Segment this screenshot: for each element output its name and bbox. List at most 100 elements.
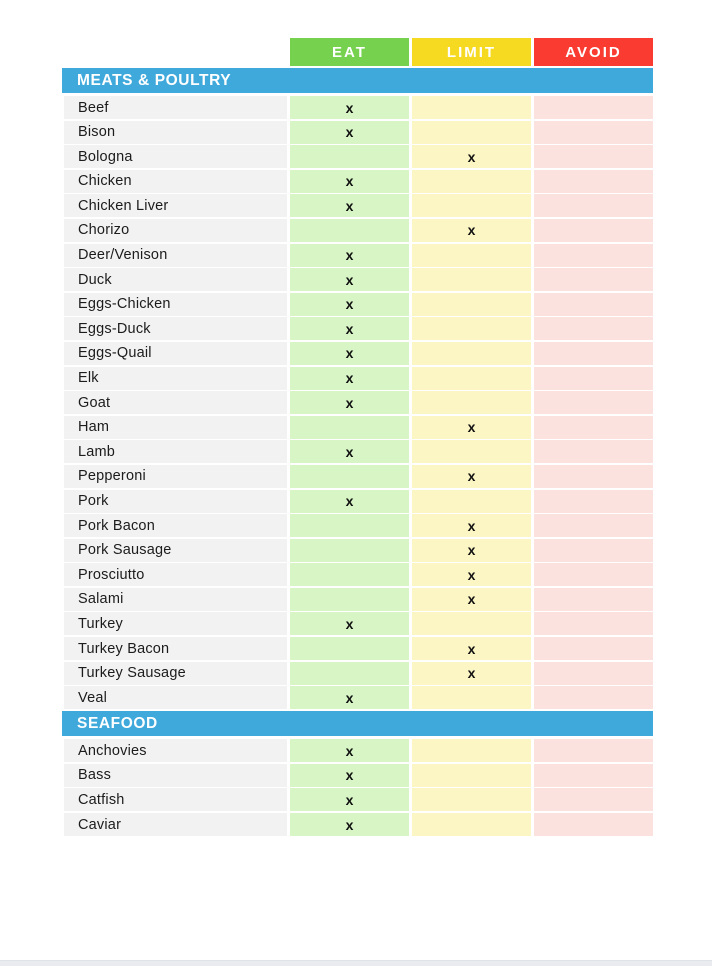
food-name-cell: Turkey Sausage	[64, 661, 287, 685]
food-name-cell: Deer/Venison	[64, 243, 287, 267]
limit-cell	[412, 788, 531, 812]
eat-cell: x	[290, 341, 409, 365]
avoid-cell	[534, 464, 653, 488]
food-name-cell: Anchovies	[64, 739, 287, 763]
food-name-cell: Catfish	[64, 788, 287, 812]
x-mark: x	[467, 640, 476, 657]
food-name: Eggs-Chicken	[78, 296, 171, 313]
x-mark: x	[345, 99, 354, 116]
avoid-cell	[534, 489, 653, 513]
avoid-cell	[534, 739, 653, 763]
food-name-cell: Pork	[64, 489, 287, 513]
table-row: Veal x	[62, 686, 653, 710]
food-name: Pork Bacon	[78, 517, 155, 534]
food-name: Bison	[78, 124, 116, 141]
avoid-cell	[534, 194, 653, 218]
column-header-avoid: AVOID	[534, 38, 653, 66]
food-table: EAT LIMIT AVOID MEATS & POULTRY Beef x Biso…	[62, 38, 653, 838]
food-name: Turkey Sausage	[78, 665, 186, 682]
avoid-cell	[534, 440, 653, 464]
avoid-cell	[534, 686, 653, 710]
x-mark: x	[467, 222, 476, 239]
food-name: Chicken Liver	[78, 197, 169, 214]
limit-cell: x	[412, 637, 531, 661]
eat-cell: x	[290, 440, 409, 464]
x-mark: x	[467, 148, 476, 165]
table-row: Eggs-Quail x	[62, 341, 653, 365]
limit-cell	[412, 440, 531, 464]
column-header-limit: LIMIT	[412, 38, 531, 66]
food-name-cell: Lamb	[64, 440, 287, 464]
limit-cell	[412, 739, 531, 763]
x-mark: x	[345, 247, 354, 264]
eat-cell: x	[290, 120, 409, 144]
food-name-cell: Bass	[64, 763, 287, 787]
section-title: SEAFOOD	[77, 714, 158, 732]
food-name-cell: Eggs-Quail	[64, 341, 287, 365]
food-name-cell: Salami	[64, 587, 287, 611]
avoid-cell	[534, 120, 653, 144]
eat-cell: x	[290, 788, 409, 812]
section-header-meats-poultry: MEATS & POULTRY	[62, 68, 653, 93]
limit-cell	[412, 194, 531, 218]
x-mark: x	[345, 742, 354, 759]
x-mark: x	[345, 173, 354, 190]
limit-cell: x	[412, 514, 531, 538]
table-row: Turkey Sausage x	[62, 661, 653, 685]
x-mark: x	[345, 816, 354, 833]
x-mark: x	[467, 517, 476, 534]
table-row: Ham x	[62, 415, 653, 439]
food-name: Caviar	[78, 816, 122, 833]
x-mark: x	[345, 791, 354, 808]
food-name: Turkey Bacon	[78, 640, 170, 657]
table-row: Caviar x	[62, 813, 653, 837]
eat-cell: x	[290, 169, 409, 193]
eat-cell	[290, 563, 409, 587]
avoid-cell	[534, 391, 653, 415]
limit-cell	[412, 169, 531, 193]
eat-cell	[290, 464, 409, 488]
food-name-cell: Ham	[64, 415, 287, 439]
table-row: Pork Sausage x	[62, 538, 653, 562]
table-row: Anchovies x	[62, 739, 653, 763]
limit-cell: x	[412, 563, 531, 587]
avoid-cell	[534, 514, 653, 538]
limit-cell: x	[412, 587, 531, 611]
table-row: Eggs-Chicken x	[62, 292, 653, 316]
eat-cell: x	[290, 243, 409, 267]
food-name: Salami	[78, 591, 124, 608]
food-name-cell: Chicken Liver	[64, 194, 287, 218]
x-mark: x	[345, 271, 354, 288]
food-name-cell: Elk	[64, 366, 287, 390]
food-name: Chicken	[78, 173, 132, 190]
avoid-cell	[534, 415, 653, 439]
table-row: Bologna x	[62, 145, 653, 169]
table-row: Goat x	[62, 391, 653, 415]
avoid-cell	[534, 587, 653, 611]
limit-cell: x	[412, 145, 531, 169]
eat-cell	[290, 218, 409, 242]
food-name-cell: Goat	[64, 391, 287, 415]
food-name: Pepperoni	[78, 468, 146, 485]
limit-cell: x	[412, 464, 531, 488]
avoid-cell	[534, 341, 653, 365]
limit-cell	[412, 686, 531, 710]
section-title: MEATS & POULTRY	[77, 71, 232, 89]
food-name-cell: Pepperoni	[64, 464, 287, 488]
eat-cell	[290, 145, 409, 169]
legend-row: EAT LIMIT AVOID	[62, 38, 653, 66]
food-name: Catfish	[78, 791, 125, 808]
food-name-cell: Pork Bacon	[64, 514, 287, 538]
table-row: Eggs-Duck x	[62, 317, 653, 341]
food-name: Elk	[78, 370, 99, 387]
x-mark: x	[345, 345, 354, 362]
limit-cell	[412, 96, 531, 119]
avoid-cell	[534, 763, 653, 787]
avoid-cell	[534, 788, 653, 812]
food-name-cell: Veal	[64, 686, 287, 710]
limit-cell	[412, 366, 531, 390]
table-row: Chicken Liver x	[62, 194, 653, 218]
avoid-cell	[534, 145, 653, 169]
food-name: Bass	[78, 767, 112, 784]
